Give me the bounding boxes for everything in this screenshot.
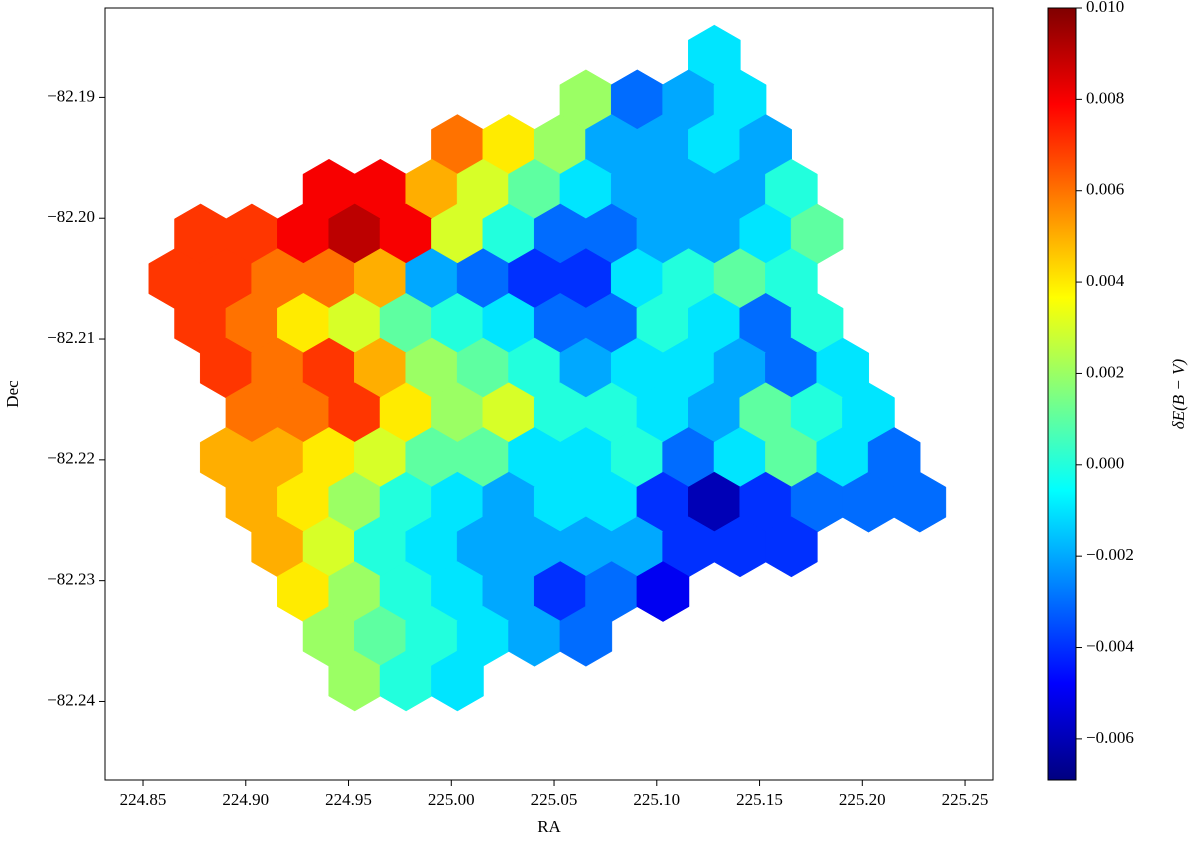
x-tick-label: 224.85 xyxy=(120,790,167,809)
colorbar xyxy=(1047,7,1077,781)
y-tick-label: −82.23 xyxy=(47,570,95,589)
y-tick-label: −82.24 xyxy=(47,690,95,709)
hex-cell xyxy=(893,471,947,533)
x-tick-label: 225.10 xyxy=(633,790,680,809)
x-tick-label: 225.15 xyxy=(736,790,783,809)
y-axis-label: Dec xyxy=(3,380,22,408)
x-tick-label: 225.20 xyxy=(839,790,886,809)
colorbar-tick-label: 0.000 xyxy=(1086,454,1124,473)
x-tick-label: 224.95 xyxy=(325,790,372,809)
colorbar-tick-label: 0.004 xyxy=(1086,271,1125,290)
hex-cell xyxy=(636,561,690,622)
colorbar-tick-label: 0.010 xyxy=(1086,0,1124,16)
y-tick-label: −82.20 xyxy=(47,207,95,226)
colorbar-tick-label: −0.004 xyxy=(1086,636,1134,655)
colorbar-tick-label: 0.008 xyxy=(1086,88,1124,107)
colorbar-label: δE(B − V) xyxy=(1169,358,1188,429)
x-tick-label: 224.90 xyxy=(222,790,269,809)
x-tick-label: 225.25 xyxy=(942,790,989,809)
hex-cell xyxy=(431,650,484,712)
y-tick-label: −82.19 xyxy=(47,86,95,105)
y-tick-label: −82.21 xyxy=(47,328,95,347)
colorbar-tick-label: 0.002 xyxy=(1086,362,1124,381)
plot-frame xyxy=(104,7,994,781)
colorbar-tick-label: 0.006 xyxy=(1086,180,1124,199)
colorbar-tick-label: −0.006 xyxy=(1086,728,1134,747)
colorbar-tick-label: −0.002 xyxy=(1086,545,1134,564)
x-tick-label: 225.00 xyxy=(428,790,475,809)
x-axis-label: RA xyxy=(537,817,561,836)
hex-cell xyxy=(765,516,818,578)
y-tick-label: −82.22 xyxy=(47,449,95,468)
hex-cells xyxy=(148,24,947,712)
x-tick-label: 225.05 xyxy=(531,790,578,809)
hex-cell xyxy=(559,605,613,667)
